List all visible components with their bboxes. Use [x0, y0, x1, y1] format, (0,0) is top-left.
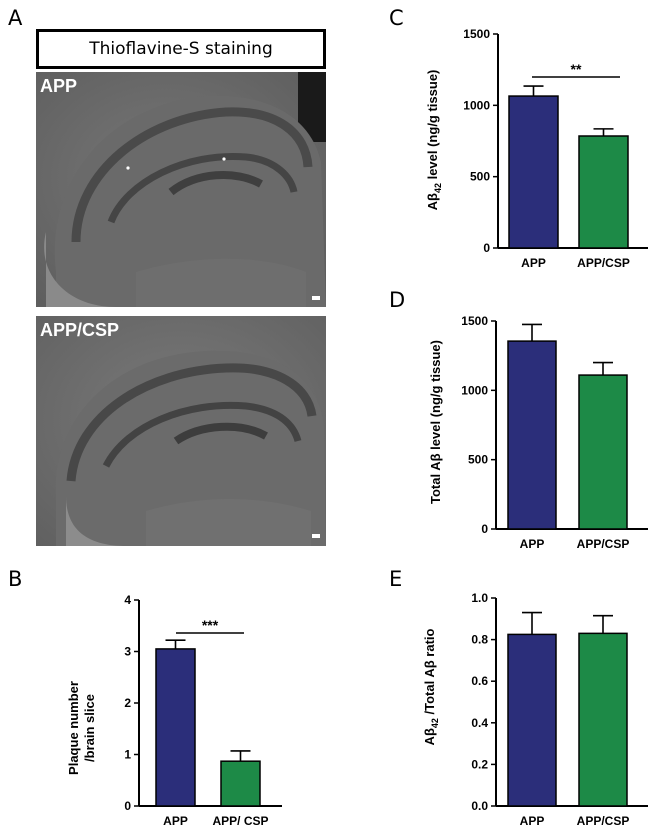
category-label: APP — [520, 814, 545, 828]
panel-letter-e: E — [389, 567, 403, 591]
y-tick-label: 0 — [481, 522, 488, 536]
micrograph-app-image — [36, 72, 326, 307]
bar-app-csp — [578, 632, 628, 807]
bar-app — [507, 633, 557, 807]
category-label: APP/CSP — [577, 537, 630, 551]
category-label: APP — [163, 814, 188, 828]
y-tick-label: 1 — [124, 748, 131, 762]
panel-letter-a: A — [8, 6, 23, 30]
chart-b-ylabel: Plaque number /brain slice — [66, 681, 97, 775]
panel-letter-c: C — [389, 6, 404, 30]
category-label: APP — [520, 537, 545, 551]
chart-c-ylabel: Aβ42 level (ng/g tissue) — [425, 70, 443, 211]
chart-b-ylabel-line1: Plaque number — [66, 681, 81, 775]
y-tick-label: 1000 — [463, 98, 490, 112]
chart-d-plot: 0 500 1000 1500 APP APP/CSP — [461, 314, 648, 551]
y-tick-label: 0.2 — [471, 757, 488, 771]
micrograph-app-label: APP — [40, 76, 78, 96]
bar-app — [155, 648, 196, 807]
chart-b-plaque-number: Plaque number /brain slice 0 1 2 3 4 APP APP/ … — [66, 593, 282, 828]
micrograph-app: APP — [36, 72, 326, 307]
y-tick-label: 0.8 — [471, 633, 488, 647]
category-label: APP — [521, 256, 546, 270]
y-tick-label: 2 — [124, 696, 131, 710]
y-tick-label: 0 — [483, 241, 490, 255]
y-tick-label: 4 — [124, 593, 131, 607]
chart-d-ylabel: Total Aβ level (ng/g tissue) — [428, 340, 443, 504]
micrograph-app-csp-label: APP/CSP — [40, 320, 120, 340]
y-tick-label: 1.0 — [471, 591, 488, 605]
chart-c-plot: 0 500 1000 1500 APP APP/CSP ** — [463, 27, 648, 270]
panel-letter-b: B — [8, 567, 23, 591]
chart-d-total-abeta-level: Total Aβ level (ng/g tissue) 0 500 1000 150… — [428, 314, 648, 551]
micrograph-app-csp-image — [36, 316, 326, 546]
chart-c-abeta42-level: Aβ42 level (ng/g tissue) 0 500 1000 1500 APP… — [425, 27, 648, 270]
y-tick-label: 0.4 — [471, 716, 488, 730]
bar-app — [507, 340, 557, 530]
y-tick-label: 0 — [124, 799, 131, 813]
y-tick-label: 1500 — [461, 314, 488, 328]
micrograph-app-csp: APP/CSP — [36, 316, 326, 546]
category-label: APP/ CSP — [212, 814, 268, 828]
bar-app — [508, 95, 559, 249]
significance-marker: ** — [571, 61, 582, 77]
panel-letter-d: D — [389, 288, 406, 312]
significance-marker: *** — [202, 617, 219, 633]
chart-e-ylabel: Aβ42 /Total Aβ ratio — [422, 628, 440, 745]
category-label: APP/CSP — [577, 814, 630, 828]
chart-e-plot: 0.0 0.2 0.4 0.6 0.8 1.0 APP APP/CSP — [471, 591, 648, 828]
y-tick-label: 1000 — [461, 383, 488, 397]
bar-app-csp — [578, 374, 628, 530]
y-tick-label: 500 — [468, 453, 488, 467]
y-tick-label: 0.0 — [471, 799, 488, 813]
bar-app-csp — [220, 760, 261, 807]
chart-b-ylabel-line2: /brain slice — [82, 694, 97, 762]
y-tick-label: 0.6 — [471, 674, 488, 688]
chart-b-plot: 0 1 2 3 4 APP APP/ CSP *** — [124, 593, 282, 828]
y-tick-label: 500 — [470, 170, 490, 184]
y-tick-label: 1500 — [463, 27, 490, 41]
chart-e-abeta-ratio: Aβ42 /Total Aβ ratio 0.0 0.2 0.4 0.6 0.8 1.0 A… — [422, 591, 648, 828]
category-label: APP/CSP — [577, 256, 630, 270]
staining-title-banner: Thioflavine-S staining — [36, 29, 326, 69]
y-tick-label: 3 — [124, 645, 131, 659]
bar-app-csp — [578, 135, 629, 249]
